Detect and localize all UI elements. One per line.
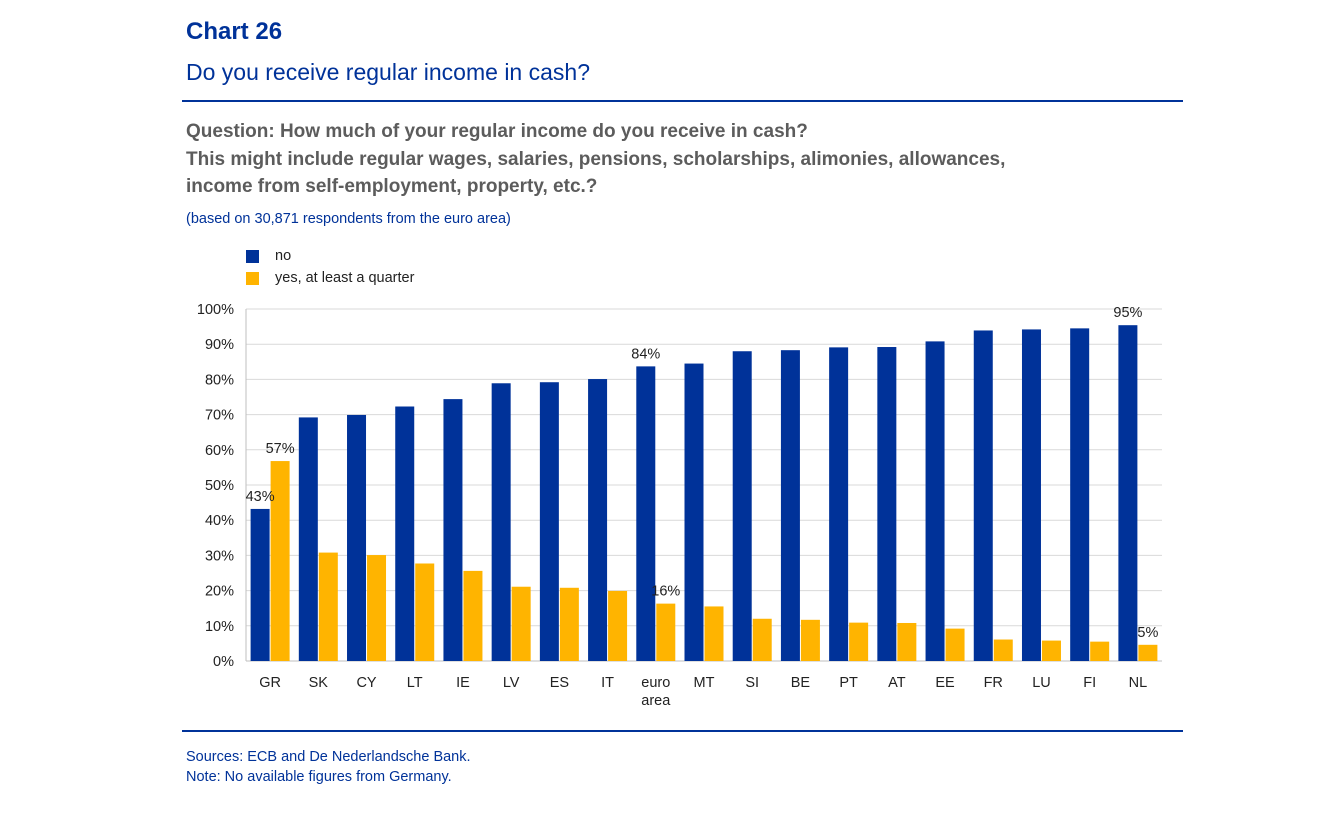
bar-no [684,363,704,661]
x-tick-label: FI [1083,675,1096,691]
bar-no [732,351,752,661]
data-label: 57% [266,441,295,457]
bar-no [636,366,656,661]
x-tick-label: MT [694,675,715,691]
bar-no [877,347,897,661]
sources-note: Sources: ECB and De Nederlandsche Bank. [186,749,471,765]
bar-yes [559,587,579,661]
bottom-divider [182,730,1183,732]
question-text: Question: How much of your regular incom… [186,118,1176,201]
x-tick-label: LT [407,675,423,691]
bar-no [491,383,511,661]
data-label: 84% [631,346,660,362]
x-tick-label: ES [550,675,569,691]
x-tick-label: PT [839,675,858,691]
y-tick-label: 60% [205,443,234,459]
x-tick-label: FR [984,675,1003,691]
bar-no [395,406,415,661]
x-tick-label: IT [601,675,614,691]
x-tick-label: AT [888,675,906,691]
bar-yes [511,586,531,661]
chart-title: Do you receive regular income in cash? [186,59,590,85]
data-label: 16% [651,584,680,600]
bar-no [829,347,849,661]
data-label: 95% [1113,305,1142,321]
bar-yes [463,570,483,661]
bar-no [250,508,270,661]
data-label: 43% [246,489,275,505]
bar-no [925,341,945,661]
x-tick-label: LU [1032,675,1051,691]
legend-item-yes: yes, at least a quarter [246,267,414,289]
top-divider [182,100,1183,102]
question-line: Question: How much of your regular incom… [186,121,808,142]
bar-no [1070,328,1090,661]
footer: Sources: ECB and De Nederlandsche Bank. … [186,747,471,787]
question-line: This might include regular wages, salari… [186,148,1006,170]
y-tick-label: 80% [205,372,234,388]
bar-no [347,414,367,661]
y-tick-label: 90% [205,337,234,353]
bar-no [588,379,608,661]
bar-yes [1090,641,1110,661]
bar-yes [945,628,965,661]
legend-label-no: no [275,248,292,264]
bar-yes [415,563,435,661]
bar-yes [1041,640,1061,661]
y-tick-label: 0% [213,654,234,670]
bar-yes [270,461,290,661]
y-tick-label: 20% [205,584,234,600]
bar-no [298,417,318,661]
bar-no [443,399,463,661]
chart-number: Chart 26 [186,18,283,45]
data-label: 5% [1137,625,1158,641]
x-tick-label: BE [791,675,811,691]
bar-no [973,330,993,661]
bar-yes [800,619,820,661]
availability-note: Note: No available figures from Germany. [186,769,452,785]
x-tick-label: SI [745,675,759,691]
x-tick-label: euro [641,675,670,691]
y-tick-label: 10% [205,619,234,635]
x-tick-label: SK [309,675,329,691]
legend-item-no: no [246,245,414,267]
question-line: income from self-employment, property, e… [186,176,598,197]
y-tick-label: 100% [197,302,234,318]
bar-no [539,382,559,661]
bar-no [1021,329,1041,661]
bar-yes [367,555,387,661]
bar-no [1118,325,1138,661]
legend-label-yes: yes, at least a quarter [275,270,415,286]
bar-no [780,350,800,661]
bar-yes [1138,644,1158,661]
legend-swatch-yes [246,271,259,285]
bar-yes [993,639,1013,661]
x-tick-label: NL [1129,675,1148,691]
legend-swatch-no [246,249,259,263]
respondent-basis-note: (based on 30,871 respondents from the eu… [186,211,511,227]
y-tick-label: 30% [205,548,234,564]
x-tick-label: CY [356,675,376,691]
x-tick-label: EE [935,675,955,691]
x-tick-label: GR [259,675,281,691]
y-tick-label: 70% [205,408,234,424]
x-tick-label: IE [456,675,470,691]
x-tick-label: LV [503,675,520,691]
bar-yes [752,618,772,661]
bar-yes [318,552,338,661]
x-tick-label: area [641,693,671,709]
y-tick-label: 50% [205,478,234,494]
bar-yes [656,603,676,661]
chart-legend: no yes, at least a quarter [246,245,414,289]
bar-yes [608,590,628,661]
bar-yes [897,622,917,661]
y-tick-label: 40% [205,513,234,529]
bar-yes [849,622,869,661]
bar-yes [704,606,724,661]
